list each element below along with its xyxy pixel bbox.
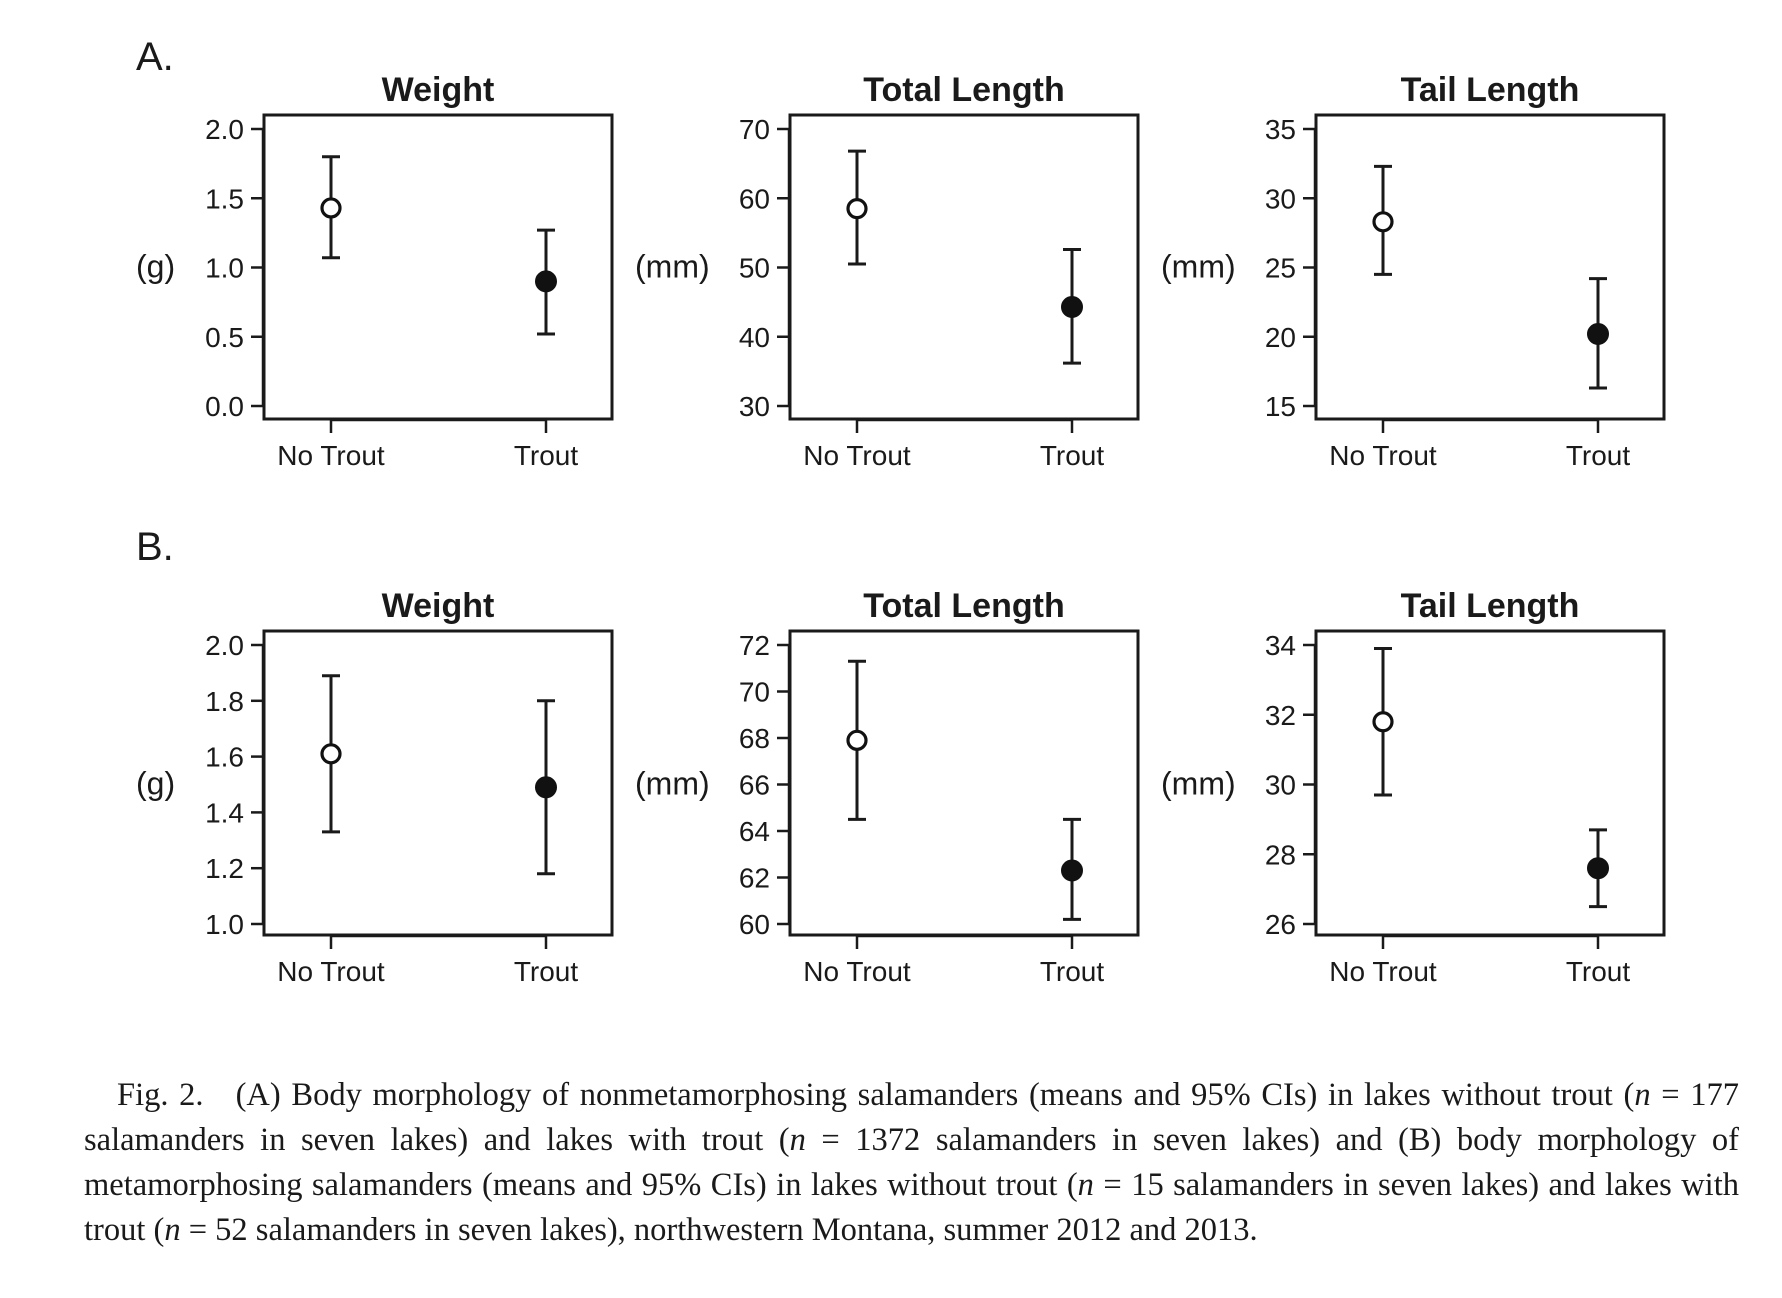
plot-frame [788,113,1140,421]
x-tick-label: No Trout [803,440,911,471]
y-tick-label: 50 [739,253,770,284]
chart-title: Total Length [863,71,1064,109]
chart-panel: Total Length 30 40 50 60 70 (mm) No Trout Trout [635,71,1140,471]
chart-title: Tail Length [1401,71,1580,109]
caption-text-2: = 177 salamanders in seven lakes) and la… [84,1076,1740,1158]
y-tick-label: 1.2 [205,853,244,884]
y-axis-label: (g) [136,249,175,285]
y-tick-label: 62 [739,863,770,894]
mean-point-filled [535,270,557,293]
chart-panel: Tail Length 15 20 25 30 35 (mm) No Trout Trout [1161,71,1666,471]
caption-text-4: = 15 salamanders in seven lakes) and lak… [84,1166,1739,1248]
y-tick-label: 1.8 [205,686,244,717]
y-tick-label: 60 [739,183,770,214]
caption-text-1: (A) Body morphology of nonmetamorphosing… [235,1076,1635,1113]
y-tick-label: 30 [1265,770,1296,801]
y-tick-label: 26 [1265,909,1296,940]
caption-text-5: = 52 salamanders in seven lakes), northw… [180,1211,1258,1248]
chart-panel: Total Length 60 62 64 66 68 70 72 (mm) No Trout Tr… [635,587,1140,987]
y-tick-label: 1.6 [205,742,244,773]
mean-point-filled [1587,322,1609,345]
plot-frame [788,629,1140,937]
mean-point-open [1372,711,1394,733]
chart-title: Weight [382,71,495,109]
y-tick-label: 1.0 [205,909,244,940]
y-tick-label: 1.0 [205,253,244,284]
mean-point-filled [1061,295,1083,318]
x-tick-label: Trout [1566,956,1631,987]
caption-text-3: = 1372 salamanders in seven lakes) and (… [84,1121,1739,1203]
y-tick-label: 20 [1265,322,1296,353]
caption-n-symbol: n [789,1121,806,1158]
chart-panel: Tail Length 26 28 30 32 34 (mm) No Trout Trout [1161,587,1666,987]
caption-n-symbol: n [164,1211,181,1248]
mean-point-open [1372,211,1394,233]
y-axis-label: (g) [136,766,175,802]
chart-title: Weight [382,587,495,625]
y-tick-label: 35 [1265,114,1296,145]
y-axis-label: (mm) [635,249,710,285]
caption-figure-label: Fig. 2. [117,1076,204,1113]
figure: A. Weight 0.0 0.5 1.0 1.5 2.0 (g) No Trout Trout T… [136,35,1666,987]
x-tick-label: No Trout [1329,956,1437,987]
mean-point-filled [535,776,557,799]
y-tick-label: 34 [1265,630,1296,661]
x-tick-label: No Trout [277,956,385,987]
y-axis-label: (mm) [635,766,710,802]
plot-frame [262,629,614,937]
x-tick-label: No Trout [277,440,385,471]
y-tick-label: 40 [739,322,770,353]
y-tick-label: 2.0 [205,630,244,661]
caption-n-symbol: n [1077,1166,1094,1203]
y-tick-label: 1.5 [205,183,244,214]
plot-frame [1314,629,1666,937]
y-tick-label: 28 [1265,839,1296,870]
figure-caption: Fig. 2. (A) Body morphology of nonmetamo… [84,1073,1739,1253]
x-tick-label: Trout [1040,956,1105,987]
panel-label: A. [136,35,174,79]
chart-panel: Weight 0.0 0.5 1.0 1.5 2.0 (g) No Trout Trout [136,71,614,471]
mean-point-open [320,743,342,765]
mean-point-open [320,197,342,219]
x-tick-label: Trout [514,956,579,987]
y-tick-label: 0.0 [205,391,244,422]
y-tick-label: 60 [739,909,770,940]
y-axis-label: (mm) [1161,766,1236,802]
x-tick-label: No Trout [803,956,911,987]
y-axis-label: (mm) [1161,249,1236,285]
y-tick-label: 66 [739,770,770,801]
mean-point-open [846,729,868,751]
y-tick-label: 15 [1265,391,1296,422]
y-tick-label: 0.5 [205,322,244,353]
y-tick-label: 72 [739,630,770,661]
x-tick-label: No Trout [1329,440,1437,471]
y-tick-label: 70 [739,114,770,145]
panel-label: B. [136,525,174,569]
y-tick-label: 70 [739,677,770,708]
y-tick-label: 30 [1265,183,1296,214]
mean-point-filled [1587,857,1609,880]
caption-n-symbol: n [1634,1076,1651,1113]
plot-frame [1314,113,1666,421]
y-tick-label: 2.0 [205,114,244,145]
y-tick-label: 30 [739,391,770,422]
chart-panel: Weight 1.0 1.2 1.4 1.6 1.8 2.0 (g) No Trout Trout [136,587,614,987]
y-tick-label: 68 [739,723,770,754]
x-tick-label: Trout [1040,440,1105,471]
y-tick-label: 1.4 [205,797,244,828]
x-tick-label: Trout [514,440,579,471]
chart-title: Total Length [863,587,1064,625]
plot-frame [262,113,614,421]
y-tick-label: 32 [1265,700,1296,731]
mean-point-open [846,198,868,220]
x-tick-label: Trout [1566,440,1631,471]
chart-title: Tail Length [1401,587,1580,625]
y-tick-label: 64 [739,816,770,847]
y-tick-label: 25 [1265,253,1296,284]
mean-point-filled [1061,859,1083,882]
